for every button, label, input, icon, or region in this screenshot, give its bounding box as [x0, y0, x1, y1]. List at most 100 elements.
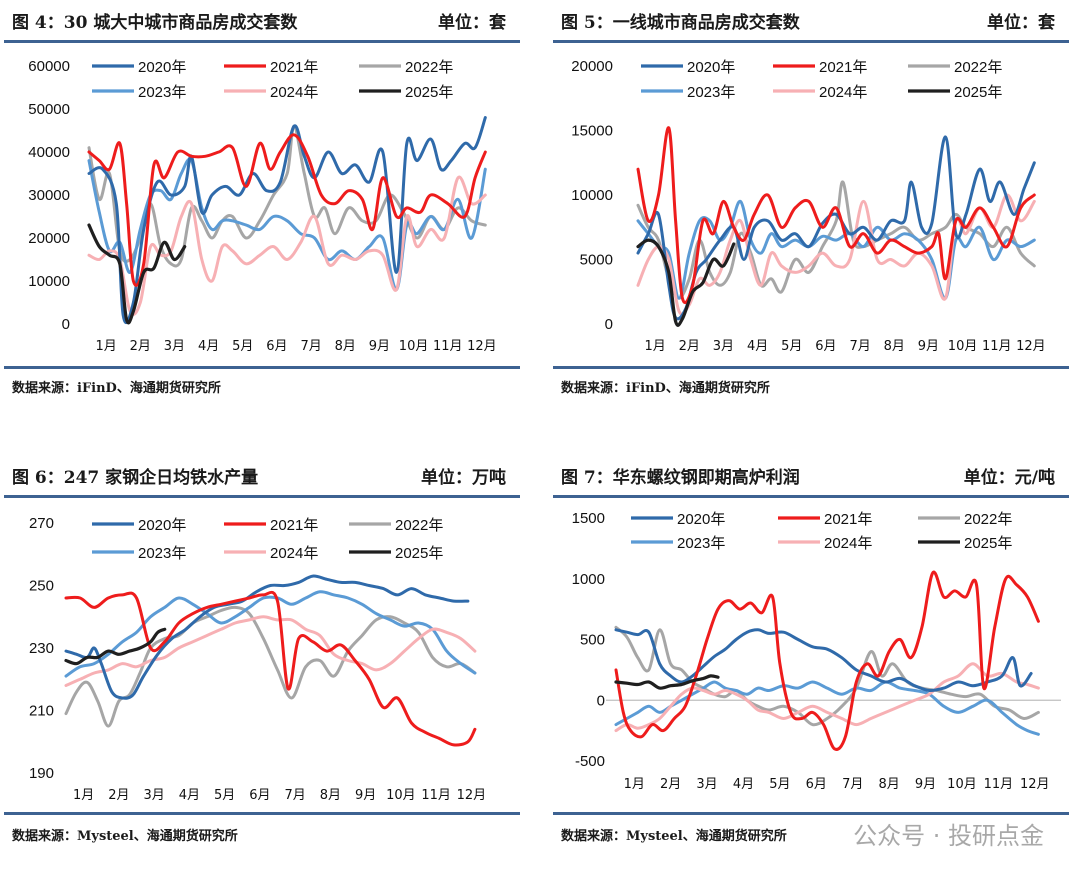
legend-label-2025: 2025年	[954, 84, 1002, 101]
series-line-2025	[87, 223, 187, 325]
x-tick-label: 1月	[644, 339, 665, 354]
y-tick-label: 60000	[28, 58, 70, 75]
watermark: 公众号 · 投研点金	[853, 822, 1044, 850]
series-line-2023	[636, 199, 1036, 300]
legend-label-2023: 2023年	[138, 84, 186, 101]
x-tick-label: 3月	[143, 788, 164, 803]
y-tick-label: 20000	[571, 58, 613, 75]
y-tick-label: -500	[575, 753, 605, 770]
x-tick-label: 6月	[266, 339, 287, 354]
x-tick-label: 3月	[696, 777, 717, 792]
legend-label-2021: 2021年	[824, 511, 872, 528]
x-tick-label: 12月	[1016, 339, 1046, 354]
x-tick-label: 9月	[355, 788, 376, 803]
x-tick-label: 1月	[95, 339, 116, 354]
legend-label-2021: 2021年	[270, 59, 318, 76]
y-tick-label: 500	[580, 632, 605, 649]
line-chart: -500 0 500 1000 1500 1月 2月 3月 4月 5月 6月 7月 8月 9月 10月 11月…	[572, 510, 1061, 792]
series-line-2021	[64, 590, 477, 747]
y-tick-label: 30000	[28, 187, 70, 204]
x-tick-label: 9月	[369, 339, 390, 354]
x-tick-label: 4月	[198, 339, 219, 354]
top-rule	[4, 495, 520, 498]
x-tick-label: 10月	[947, 777, 977, 792]
legend-label-2025: 2025年	[395, 545, 443, 562]
legend-label-2024: 2024年	[270, 84, 318, 101]
chart-title: 图 4：30 城大中城市商品房成交套数	[12, 13, 298, 33]
bottom-rule	[553, 366, 1069, 369]
y-tick-label: 40000	[28, 144, 70, 161]
x-tick-label: 7月	[300, 339, 321, 354]
x-tick-label: 7月	[284, 788, 305, 803]
x-tick-label: 10月	[386, 788, 416, 803]
line-chart: 190 210 230 250 270 1月 2月 3月 4月 5月 6月 7月 8月 9月 10月 11月 1…	[29, 515, 487, 803]
unit-label: 单位：元/吨	[963, 468, 1055, 488]
series-line-2020	[614, 628, 1033, 693]
legend-label-2023: 2023年	[677, 535, 725, 552]
series-line-2022	[64, 605, 477, 728]
legend-label-2022: 2022年	[405, 59, 453, 76]
y-tick-label: 270	[29, 515, 54, 532]
x-tick-label: 10月	[948, 339, 978, 354]
x-tick-label: 6月	[806, 777, 827, 792]
y-tick-label: 190	[29, 765, 54, 782]
series-line-2021	[614, 570, 1040, 751]
y-tick-label: 0	[62, 316, 70, 333]
y-tick-label: 15000	[571, 123, 613, 140]
unit-label: 单位：套	[987, 13, 1055, 33]
chart-panel-rebar-profit: 图 7：华东螺纹钢即期高炉利润 单位：元/吨 -500 0 500 1000 1500 1…	[553, 455, 1069, 875]
chart-panel-housing-tier1: 图 5：一线城市商品房成交套数 单位：套 0 5000 10000 15000 2000…	[553, 0, 1069, 420]
x-tick-label: 6月	[815, 339, 836, 354]
series-line-2021	[636, 126, 1036, 305]
x-tick-label: 5月	[232, 339, 253, 354]
top-rule	[553, 495, 1069, 498]
x-tick-label: 2月	[660, 777, 681, 792]
series-line-2022	[636, 180, 1036, 300]
x-tick-label: 11月	[433, 339, 463, 354]
series-line-2025	[636, 238, 736, 327]
legend-label-2025: 2025年	[964, 535, 1012, 552]
y-tick-label: 20000	[28, 230, 70, 247]
source-note: 数据来源：Mysteel、海通期货研究所	[561, 829, 787, 844]
chart-panel-hot-metal: 图 6：247 家钢企日均铁水产量 单位：万吨 190 210 230 250 270 1…	[4, 455, 520, 875]
x-tick-label: 7月	[849, 339, 870, 354]
x-tick-label: 4月	[747, 339, 768, 354]
bottom-rule	[4, 812, 520, 815]
x-tick-label: 1月	[73, 788, 94, 803]
series-line-2021	[87, 133, 487, 287]
y-tick-label: 10000	[28, 273, 70, 290]
series-line-2025	[614, 674, 720, 690]
y-tick-label: 1500	[572, 510, 605, 527]
chart-title: 图 6：247 家钢企日均铁水产量	[12, 468, 259, 488]
x-tick-label: 6月	[249, 788, 270, 803]
x-tick-label: 9月	[915, 777, 936, 792]
x-tick-label: 2月	[679, 339, 700, 354]
x-tick-label: 12月	[1020, 777, 1050, 792]
x-tick-label: 1月	[624, 777, 645, 792]
unit-label: 单位：万吨	[421, 468, 506, 488]
x-tick-label: 2月	[108, 788, 129, 803]
legend-label-2020: 2020年	[138, 517, 186, 534]
x-tick-label: 4月	[179, 788, 200, 803]
x-tick-label: 12月	[457, 788, 487, 803]
y-tick-label: 5000	[580, 252, 613, 269]
x-tick-label: 8月	[878, 777, 899, 792]
top-rule	[4, 40, 520, 43]
legend-label-2022: 2022年	[964, 511, 1012, 528]
x-tick-label: 7月	[842, 777, 863, 792]
legend-label-2024: 2024年	[824, 535, 872, 552]
x-tick-label: 5月	[214, 788, 235, 803]
y-tick-label: 230	[29, 640, 54, 657]
legend-label-2022: 2022年	[954, 59, 1002, 76]
x-tick-label: 11月	[982, 339, 1012, 354]
x-tick-label: 8月	[335, 339, 356, 354]
x-tick-label: 3月	[713, 339, 734, 354]
legend-label-2020: 2020年	[138, 59, 186, 76]
chart-title: 图 7：华东螺纹钢即期高炉利润	[561, 468, 800, 488]
y-tick-label: 1000	[572, 571, 605, 588]
legend-label-2023: 2023年	[138, 545, 186, 562]
x-tick-label: 8月	[884, 339, 905, 354]
x-tick-label: 10月	[399, 339, 429, 354]
source-note: 数据来源：iFinD、海通期货研究所	[561, 381, 770, 396]
y-tick-label: 0	[605, 316, 613, 333]
